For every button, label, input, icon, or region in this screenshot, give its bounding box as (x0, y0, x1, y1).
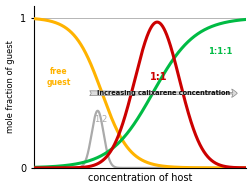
Text: 1:1:1: 1:1:1 (208, 46, 232, 56)
Y-axis label: mole fraction of guest: mole fraction of guest (6, 40, 15, 133)
Text: 1:1: 1:1 (149, 72, 167, 82)
Text: free
guest: free guest (46, 67, 71, 87)
Text: 1:2: 1:2 (94, 115, 107, 124)
Text: Increasing calixarene concentration: Increasing calixarene concentration (97, 90, 230, 96)
X-axis label: concentration of host: concentration of host (88, 174, 192, 184)
